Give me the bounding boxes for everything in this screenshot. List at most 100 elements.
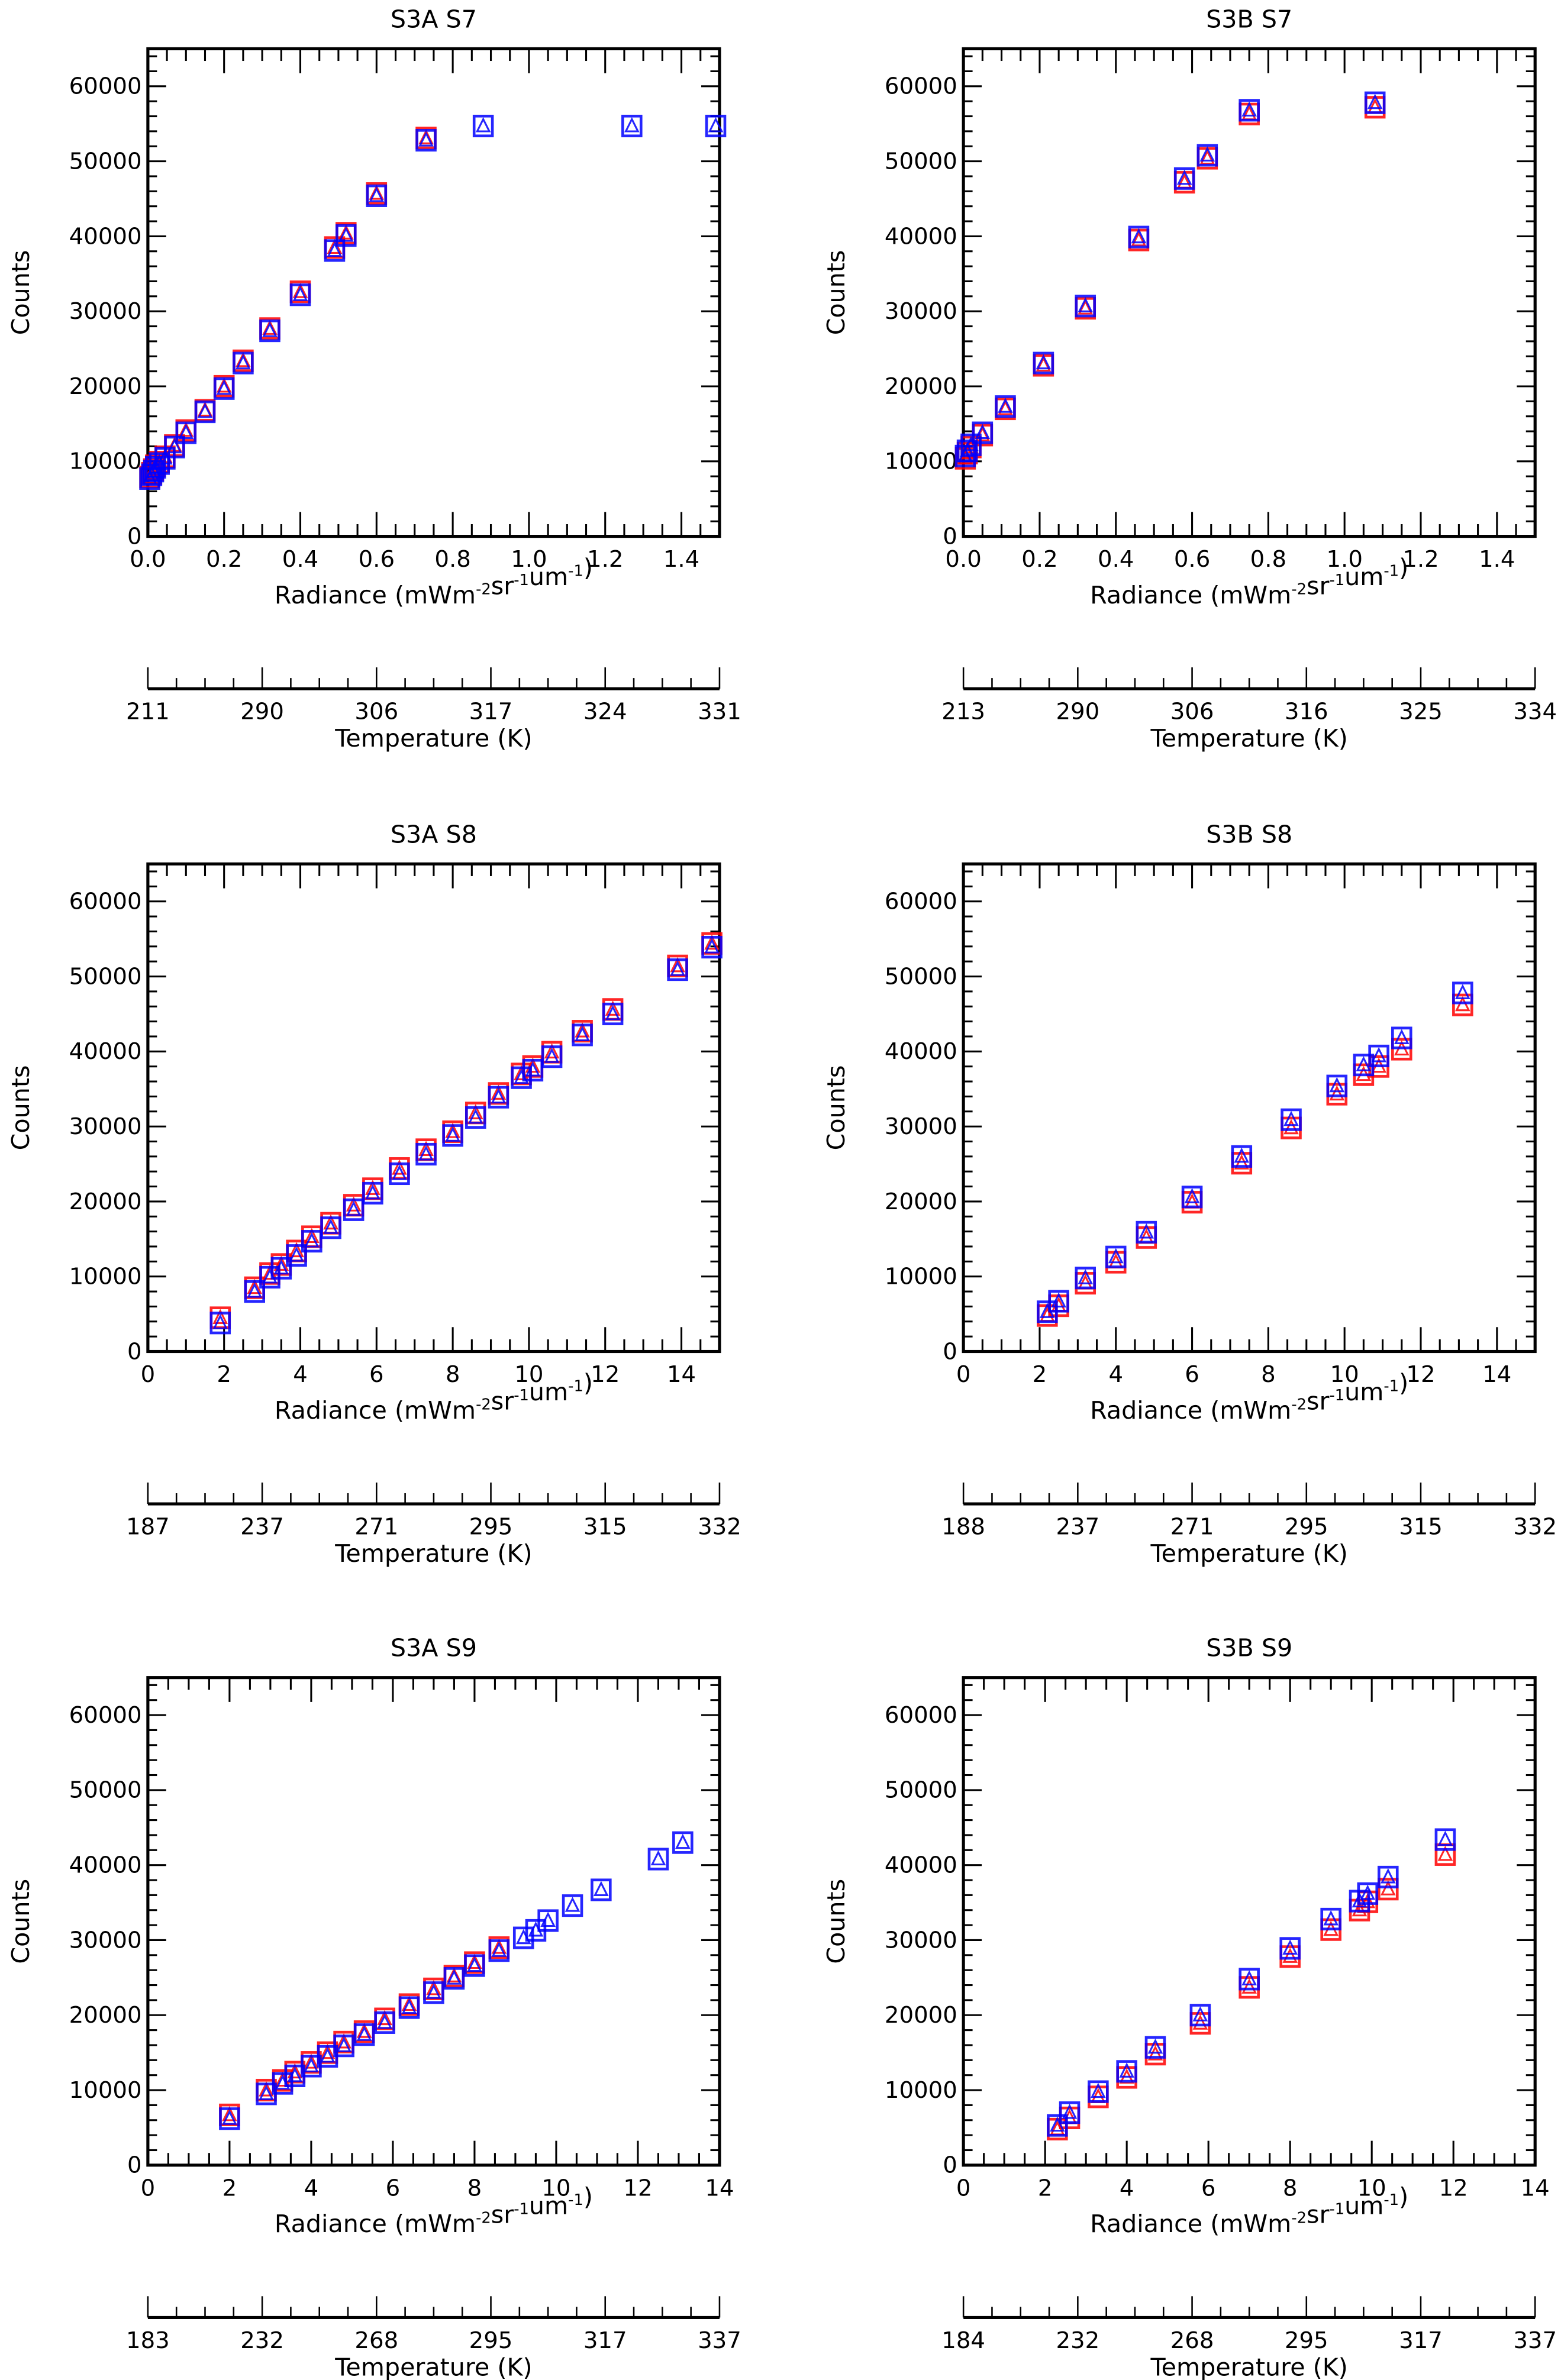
chart-panel-s3b_s8: S3B S8 0 10000 20000 30000 40000 50000 60000 0 2 4…	[822, 820, 1557, 1568]
series-blue	[1047, 1828, 1456, 2137]
chart-panel-s3a_s8: S3A S8 0 10000 20000 30000 40000 50000 60000 0 2 4…	[7, 820, 741, 1568]
triangle-marker	[467, 1108, 483, 1124]
triangle-marker	[491, 1088, 507, 1104]
triangle-marker	[167, 438, 182, 454]
triangle-marker	[1282, 1939, 1298, 1955]
triangle-marker	[178, 421, 194, 437]
triangle-marker	[1131, 228, 1147, 244]
temperature-tick-label: 295	[1285, 1514, 1328, 1541]
triangle-marker	[1367, 93, 1383, 109]
temperature-axis-label: Temperature (K)	[1150, 724, 1348, 753]
x-tick-label: 10	[514, 1361, 543, 1388]
triangle-marker	[544, 1043, 560, 1059]
triangle-marker	[670, 957, 685, 973]
triangle-marker	[1234, 1147, 1250, 1163]
triangle-marker	[247, 1278, 263, 1294]
square-marker	[667, 958, 688, 981]
temperature-tick-label: 317	[583, 2327, 627, 2354]
temperature-tick-label: 188	[941, 1514, 985, 1541]
triangle-marker	[336, 2033, 351, 2049]
triangle-marker	[418, 1141, 434, 1156]
triangle-marker	[650, 1850, 666, 1866]
x-tick-label: 0	[141, 1361, 156, 1388]
x-tick-label: 0.0	[130, 546, 166, 573]
triangle-marker	[1131, 231, 1147, 247]
triangle-marker	[262, 319, 278, 335]
x-tick-label: 2	[1033, 1361, 1047, 1388]
square-marker	[1279, 1937, 1301, 1960]
triangle-marker	[704, 938, 720, 954]
y-tick-label: 50000	[885, 963, 957, 990]
temperature-tick-label: 306	[354, 699, 398, 725]
triangle-marker	[998, 399, 1013, 415]
square-marker	[1364, 91, 1386, 114]
square-marker	[1173, 167, 1195, 190]
y-tick-label: 0	[943, 523, 957, 550]
temperature-axis-label: Temperature (K)	[334, 724, 532, 753]
square-marker	[1196, 144, 1218, 167]
temperature-tick-label: 295	[469, 1514, 513, 1541]
square-marker	[1452, 981, 1473, 1005]
square-marker	[1326, 1074, 1348, 1097]
x-tick-label: 14	[1521, 2175, 1550, 2201]
series-red	[139, 127, 437, 489]
y-tick-label: 20000	[69, 373, 142, 400]
y-tick-label: 30000	[885, 298, 957, 325]
triangle-marker	[327, 241, 343, 257]
triangle-marker	[1367, 98, 1383, 114]
square-marker	[1239, 1968, 1260, 1991]
plot-frame	[146, 47, 721, 538]
x-tick-label: 0.4	[282, 546, 318, 573]
x-axis-label: Radiance (mWm-2sr-1um-1)	[1090, 2182, 1408, 2238]
x-tick-label: 0	[956, 1361, 971, 1388]
square-marker	[995, 395, 1016, 418]
x-tick-label: 1.2	[1402, 546, 1439, 573]
triangle-marker	[304, 1228, 320, 1244]
square-marker	[1378, 1865, 1399, 1888]
square-marker	[1391, 1026, 1412, 1049]
temperature-tick-label: 211	[126, 699, 170, 725]
square-marker	[1136, 1220, 1157, 1244]
temperature-axis-label: Temperature (K)	[1150, 2353, 1348, 2380]
x-tick-label: 0.4	[1098, 546, 1134, 573]
triangle-marker	[1078, 299, 1094, 315]
square-marker	[1048, 1290, 1069, 1313]
temperature-tick-label: 295	[469, 2327, 513, 2354]
triangle-marker	[540, 1911, 556, 1927]
square-marker	[366, 184, 388, 207]
x-axis-label: Radiance (mWm-2sr-1um-1)	[1090, 554, 1408, 609]
triangle-marker	[259, 2085, 274, 2100]
square-marker	[233, 351, 254, 374]
triangle-marker	[446, 1967, 462, 1982]
series-red	[209, 932, 723, 1329]
triangle-marker	[1050, 2116, 1065, 2132]
y-axis-label: Counts	[7, 1065, 35, 1151]
y-tick-label: 40000	[885, 1038, 957, 1065]
triangle-marker	[594, 1881, 609, 1897]
triangle-marker	[1283, 1119, 1299, 1135]
temperature-tick-label: 268	[1170, 2327, 1214, 2354]
triangle-marker	[197, 403, 213, 418]
x-tick-label: 0.6	[1174, 546, 1210, 573]
triangle-marker	[704, 934, 720, 950]
triangle-marker	[222, 2105, 237, 2121]
triangle-marker	[236, 354, 251, 370]
square-marker	[1128, 225, 1150, 248]
y-tick-label: 0	[127, 1338, 142, 1365]
triangle-marker	[377, 2013, 392, 2029]
square-marker	[398, 1996, 420, 2019]
y-tick-label: 30000	[69, 298, 142, 325]
y-tick-label: 30000	[885, 1927, 957, 1953]
triangle-marker	[212, 1309, 228, 1324]
triangle-marker	[259, 2081, 274, 2097]
temperature-tick-label: 325	[1399, 699, 1443, 725]
square-marker	[621, 114, 643, 138]
square-marker	[1357, 1882, 1379, 1905]
triangle-marker	[525, 1061, 541, 1077]
triangle-marker	[216, 377, 232, 393]
x-tick-label: 1.0	[1326, 546, 1362, 573]
square-marker	[972, 421, 994, 444]
x-tick-label: 4	[1108, 1361, 1123, 1388]
square-marker	[272, 2072, 294, 2095]
